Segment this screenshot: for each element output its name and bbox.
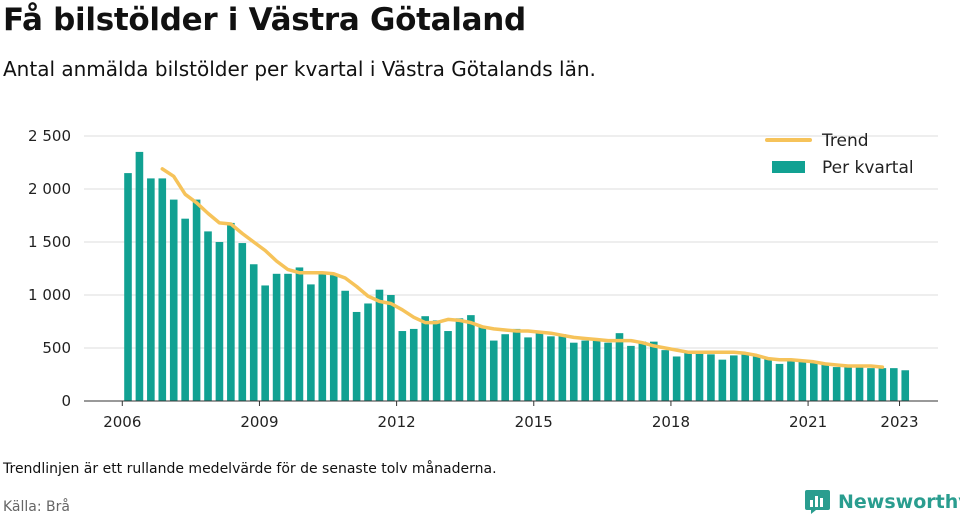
bar (455, 318, 464, 401)
bar (638, 341, 647, 401)
chart-title: Få bilstölder i Västra Götaland (3, 2, 526, 38)
bar (341, 290, 349, 401)
bar (878, 368, 887, 401)
x-tick-label: 2018 (652, 413, 690, 431)
chart-legend: Trend Per kvartal (765, 131, 914, 178)
bar (249, 264, 258, 401)
bar (832, 367, 841, 401)
bar (775, 363, 784, 401)
bar (752, 356, 761, 401)
bar (215, 242, 224, 401)
bar (478, 326, 487, 401)
x-tick-label: 2012 (378, 413, 416, 431)
bar (684, 352, 692, 401)
bar (535, 333, 544, 401)
y-tick-label: 2 500 (28, 127, 71, 145)
bar (764, 358, 772, 401)
bar (318, 273, 327, 401)
bar (547, 336, 555, 401)
bar (364, 303, 372, 401)
bar (867, 368, 875, 401)
bar (398, 331, 407, 401)
bar (147, 178, 155, 401)
chart-area: 0 500 1 000 1 500 2 000 2 500 2006 2009 2012 2015… (28, 127, 938, 431)
legend-label-trend: Trend (821, 131, 869, 151)
footnote: Trendlinjen är ett rullande medelvärde f… (3, 461, 497, 477)
bar (855, 367, 864, 401)
bar (238, 243, 247, 401)
bar (352, 311, 361, 401)
bar (227, 222, 235, 401)
newsworthy-icon (805, 490, 830, 514)
y-tick-label: 500 (42, 339, 71, 357)
bar (729, 355, 738, 401)
bar (272, 273, 281, 401)
bar (444, 331, 452, 401)
x-tick-label: 2015 (515, 413, 553, 431)
bar (558, 334, 567, 401)
y-tick-label: 0 (61, 392, 71, 410)
bar (409, 328, 418, 401)
trend-line (160, 167, 885, 369)
bar (181, 218, 189, 401)
bar (810, 362, 818, 401)
bar (124, 173, 132, 401)
x-tick-label: 2023 (880, 413, 918, 431)
y-tick-label: 1 500 (28, 233, 71, 251)
source-credit: Källa: Brå (3, 499, 70, 515)
bar (901, 370, 910, 401)
bar (135, 151, 144, 401)
bar (627, 345, 635, 401)
bar (695, 353, 704, 401)
bar (787, 360, 795, 401)
bar (295, 267, 304, 401)
x-tick-label: 2009 (240, 413, 278, 431)
bar (329, 274, 338, 401)
bar (569, 342, 578, 401)
axes: 0 500 1 000 1 500 2 000 2 500 2006 2009 2012 2015… (28, 127, 938, 431)
legend-label-per-kvartal: Per kvartal (822, 158, 914, 178)
y-tick-label: 1 000 (28, 286, 71, 304)
bar (467, 315, 475, 401)
bar (501, 334, 509, 401)
bar-series (124, 151, 910, 401)
bar (581, 340, 589, 401)
brand-name: Newsworthy (838, 490, 960, 513)
bar (169, 199, 178, 401)
bar (307, 284, 315, 401)
bar (741, 353, 750, 401)
bar (798, 360, 807, 401)
x-tick-label: 2006 (103, 413, 141, 431)
bar (524, 337, 532, 401)
bar (158, 178, 167, 401)
bar (615, 333, 624, 401)
bar (261, 285, 269, 401)
grid-lines (84, 135, 938, 349)
bar (890, 368, 898, 401)
trend-series (160, 167, 885, 369)
bar (375, 289, 384, 401)
bar (432, 320, 441, 401)
bar (204, 231, 212, 401)
bar (821, 362, 830, 401)
y-tick-label: 2 000 (28, 180, 71, 198)
bar (192, 199, 201, 401)
bar (284, 273, 292, 401)
bar (649, 341, 658, 401)
bar (707, 354, 715, 401)
chart-subtitle: Antal anmälda bilstölder per kvartal i V… (3, 57, 596, 81)
bar (844, 364, 852, 401)
bar (512, 328, 521, 401)
legend-swatch-per-kvartal (772, 161, 805, 173)
bar (672, 356, 681, 401)
bar (604, 342, 612, 401)
brand-logo: Newsworthy (804, 488, 960, 515)
bar (387, 295, 395, 401)
bar (661, 350, 670, 401)
x-tick-label: 2021 (789, 413, 827, 431)
bar (421, 316, 429, 401)
bar (489, 340, 498, 401)
bar (592, 340, 601, 401)
bar (718, 359, 727, 401)
